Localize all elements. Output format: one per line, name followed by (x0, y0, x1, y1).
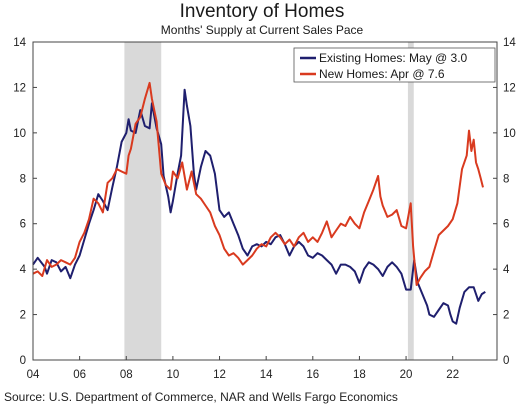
y-tick-label-left: 2 (20, 310, 26, 322)
y-tick-label-left: 4 (20, 264, 27, 276)
y-tick-label-right: 2 (503, 310, 509, 322)
x-tick-label: 18 (353, 369, 366, 381)
x-tick-label: 20 (400, 369, 413, 381)
x-tick-label: 10 (167, 369, 180, 381)
y-tick-label-right: 8 (503, 173, 509, 185)
y-tick-label-left: 12 (13, 82, 26, 94)
chart-title: Inventory of Homes (180, 1, 345, 22)
x-axis: 04 06 08 10 12 14 16 18 20 22 (27, 356, 459, 381)
series-lines (32, 81, 486, 325)
y-tick-label-left: 0 (20, 355, 26, 367)
recession-bands (124, 42, 414, 360)
chart-subtitle: Months' Supply at Current Sales Pace (161, 23, 364, 37)
x-tick-label: 14 (260, 369, 273, 381)
recession-band-0 (124, 42, 162, 360)
y-tick-label-right: 4 (503, 264, 510, 276)
legend-label-new-homes: New Homes: Apr @ 7.6 (319, 67, 445, 81)
y-tick-label-right: 6 (503, 219, 509, 231)
x-tick-label: 16 (306, 369, 319, 381)
legend: Existing Homes: May @ 3.0 New Homes: Apr… (293, 47, 496, 83)
y-tick-label-right: 14 (503, 37, 516, 49)
y-tick-label-left: 14 (13, 37, 26, 49)
y-tick-label-right: 0 (503, 355, 509, 367)
source-note: Source: U.S. Department of Commerce, NAR… (4, 390, 398, 404)
y-tick-label-right: 12 (503, 82, 516, 94)
legend-box (293, 47, 496, 83)
y-axis-right: 0 2 4 6 8 10 12 14 (493, 37, 516, 367)
x-tick-label: 04 (27, 369, 40, 381)
x-tick-label: 06 (73, 369, 86, 381)
x-tick-label: 12 (213, 369, 226, 381)
x-tick-label: 22 (446, 369, 459, 381)
y-tick-label-left: 6 (20, 219, 26, 231)
plot-area-frame (32, 41, 498, 361)
x-tick-label: 08 (120, 369, 133, 381)
series-line-new-homes (32, 81, 484, 286)
y-tick-label-right: 10 (503, 128, 516, 140)
legend-label-existing-homes: Existing Homes: May @ 3.0 (319, 51, 468, 65)
y-axis-left: 0 2 4 6 8 10 12 14 (13, 37, 37, 367)
y-tick-label-left: 10 (13, 128, 26, 140)
recession-band-1 (407, 42, 414, 360)
y-tick-label-left: 8 (20, 173, 26, 185)
